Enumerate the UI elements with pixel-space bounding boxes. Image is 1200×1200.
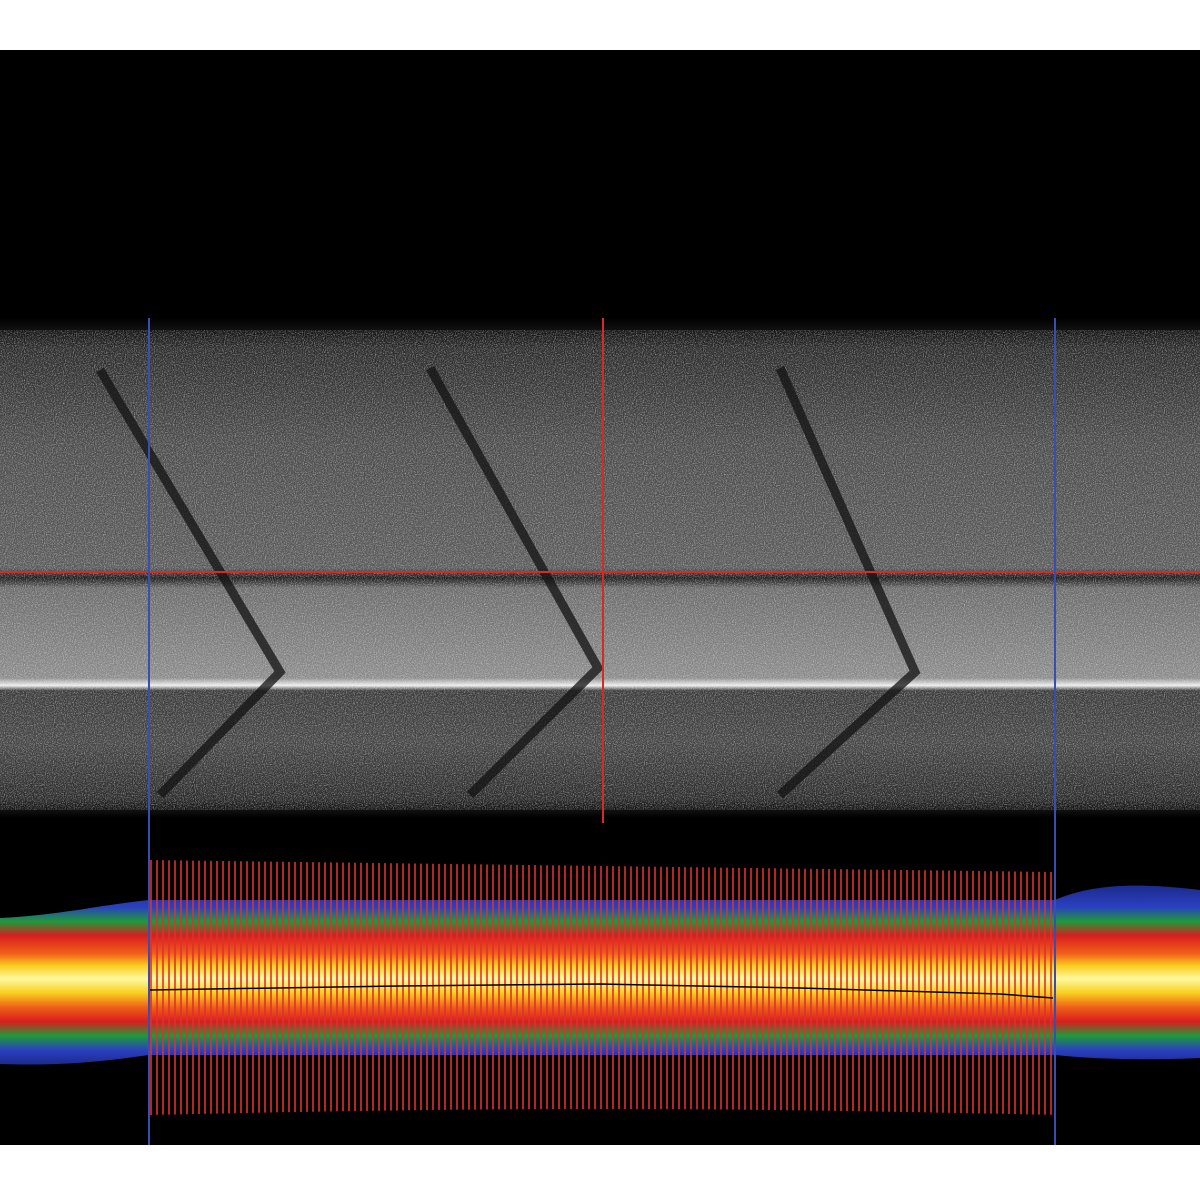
grayscale-vessel-image — [0, 318, 1200, 818]
profile-lines — [150, 860, 1052, 1115]
heatmap-profile — [0, 885, 1200, 1065]
centerline — [148, 983, 1054, 999]
chevron-shadows — [96, 365, 921, 799]
